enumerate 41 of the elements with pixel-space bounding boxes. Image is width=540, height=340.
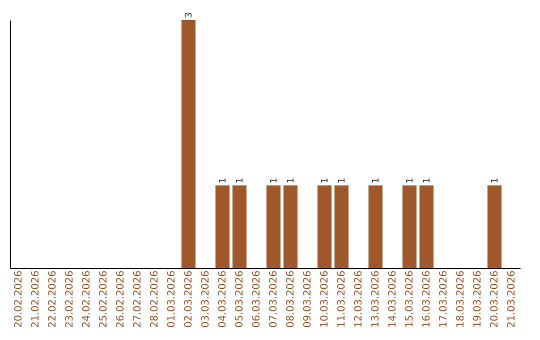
data-label: 3 <box>184 12 194 18</box>
x-tick-label: 21.03.2026 <box>506 270 518 328</box>
data-label: 1 <box>422 178 432 184</box>
data-label: 1 <box>218 178 228 184</box>
x-tick-label: 25.02.2026 <box>98 270 110 328</box>
data-label: 1 <box>320 178 330 184</box>
x-tick-label: 28.02.2026 <box>150 270 160 328</box>
x-tick-label: 26.02.2026 <box>116 270 126 328</box>
x-tick-label: 20.03.2026 <box>490 270 500 328</box>
x-tick-label: 02.03.2026 <box>184 270 194 328</box>
data-label: 1 <box>372 178 382 184</box>
x-tick-label: 09.03.2026 <box>302 270 314 328</box>
x-tick-label: 11.03.2026 <box>336 270 348 328</box>
x-tick-label: 17.03.2026 <box>438 270 450 328</box>
x-tick-label: 03.03.2026 <box>200 270 212 328</box>
x-tick-label: 08.03.2026 <box>286 270 296 328</box>
x-tick-label: 23.02.2026 <box>64 270 76 328</box>
x-tick-label: 27.02.2026 <box>132 270 144 328</box>
x-tick-label: 01.03.2026 <box>166 270 178 328</box>
data-label: 1 <box>270 178 280 184</box>
data-label: 1 <box>406 178 416 184</box>
x-tick-label: 16.03.2026 <box>422 270 432 328</box>
x-tick-label: 12.03.2026 <box>354 270 364 328</box>
x-tick-label: 07.03.2026 <box>268 270 280 328</box>
x-tick-label: 05.03.2026 <box>234 270 246 328</box>
x-tick-label: 22.02.2026 <box>48 270 58 328</box>
x-tick-label: 10.03.2026 <box>320 270 330 328</box>
x-tick-label: 13.03.2026 <box>370 270 382 328</box>
data-label: 1 <box>236 178 246 184</box>
x-tick-label: 18.03.2026 <box>456 270 466 328</box>
x-tick-label: 19.03.2026 <box>472 270 484 328</box>
x-tick-label: 21.02.2026 <box>30 270 42 328</box>
x-tick-label: 06.03.2026 <box>252 270 262 328</box>
data-label: 1 <box>286 178 296 184</box>
x-tick-label: 04.03.2026 <box>218 270 228 328</box>
x-tick-label: 15.03.2026 <box>404 270 416 328</box>
data-label: 1 <box>338 178 348 184</box>
x-tick-label: 14.03.2026 <box>388 270 398 328</box>
x-tick-label: 20.02.2026 <box>14 270 24 328</box>
x-tick-label: 24.02.2026 <box>82 270 92 328</box>
data-label: 1 <box>490 178 500 184</box>
